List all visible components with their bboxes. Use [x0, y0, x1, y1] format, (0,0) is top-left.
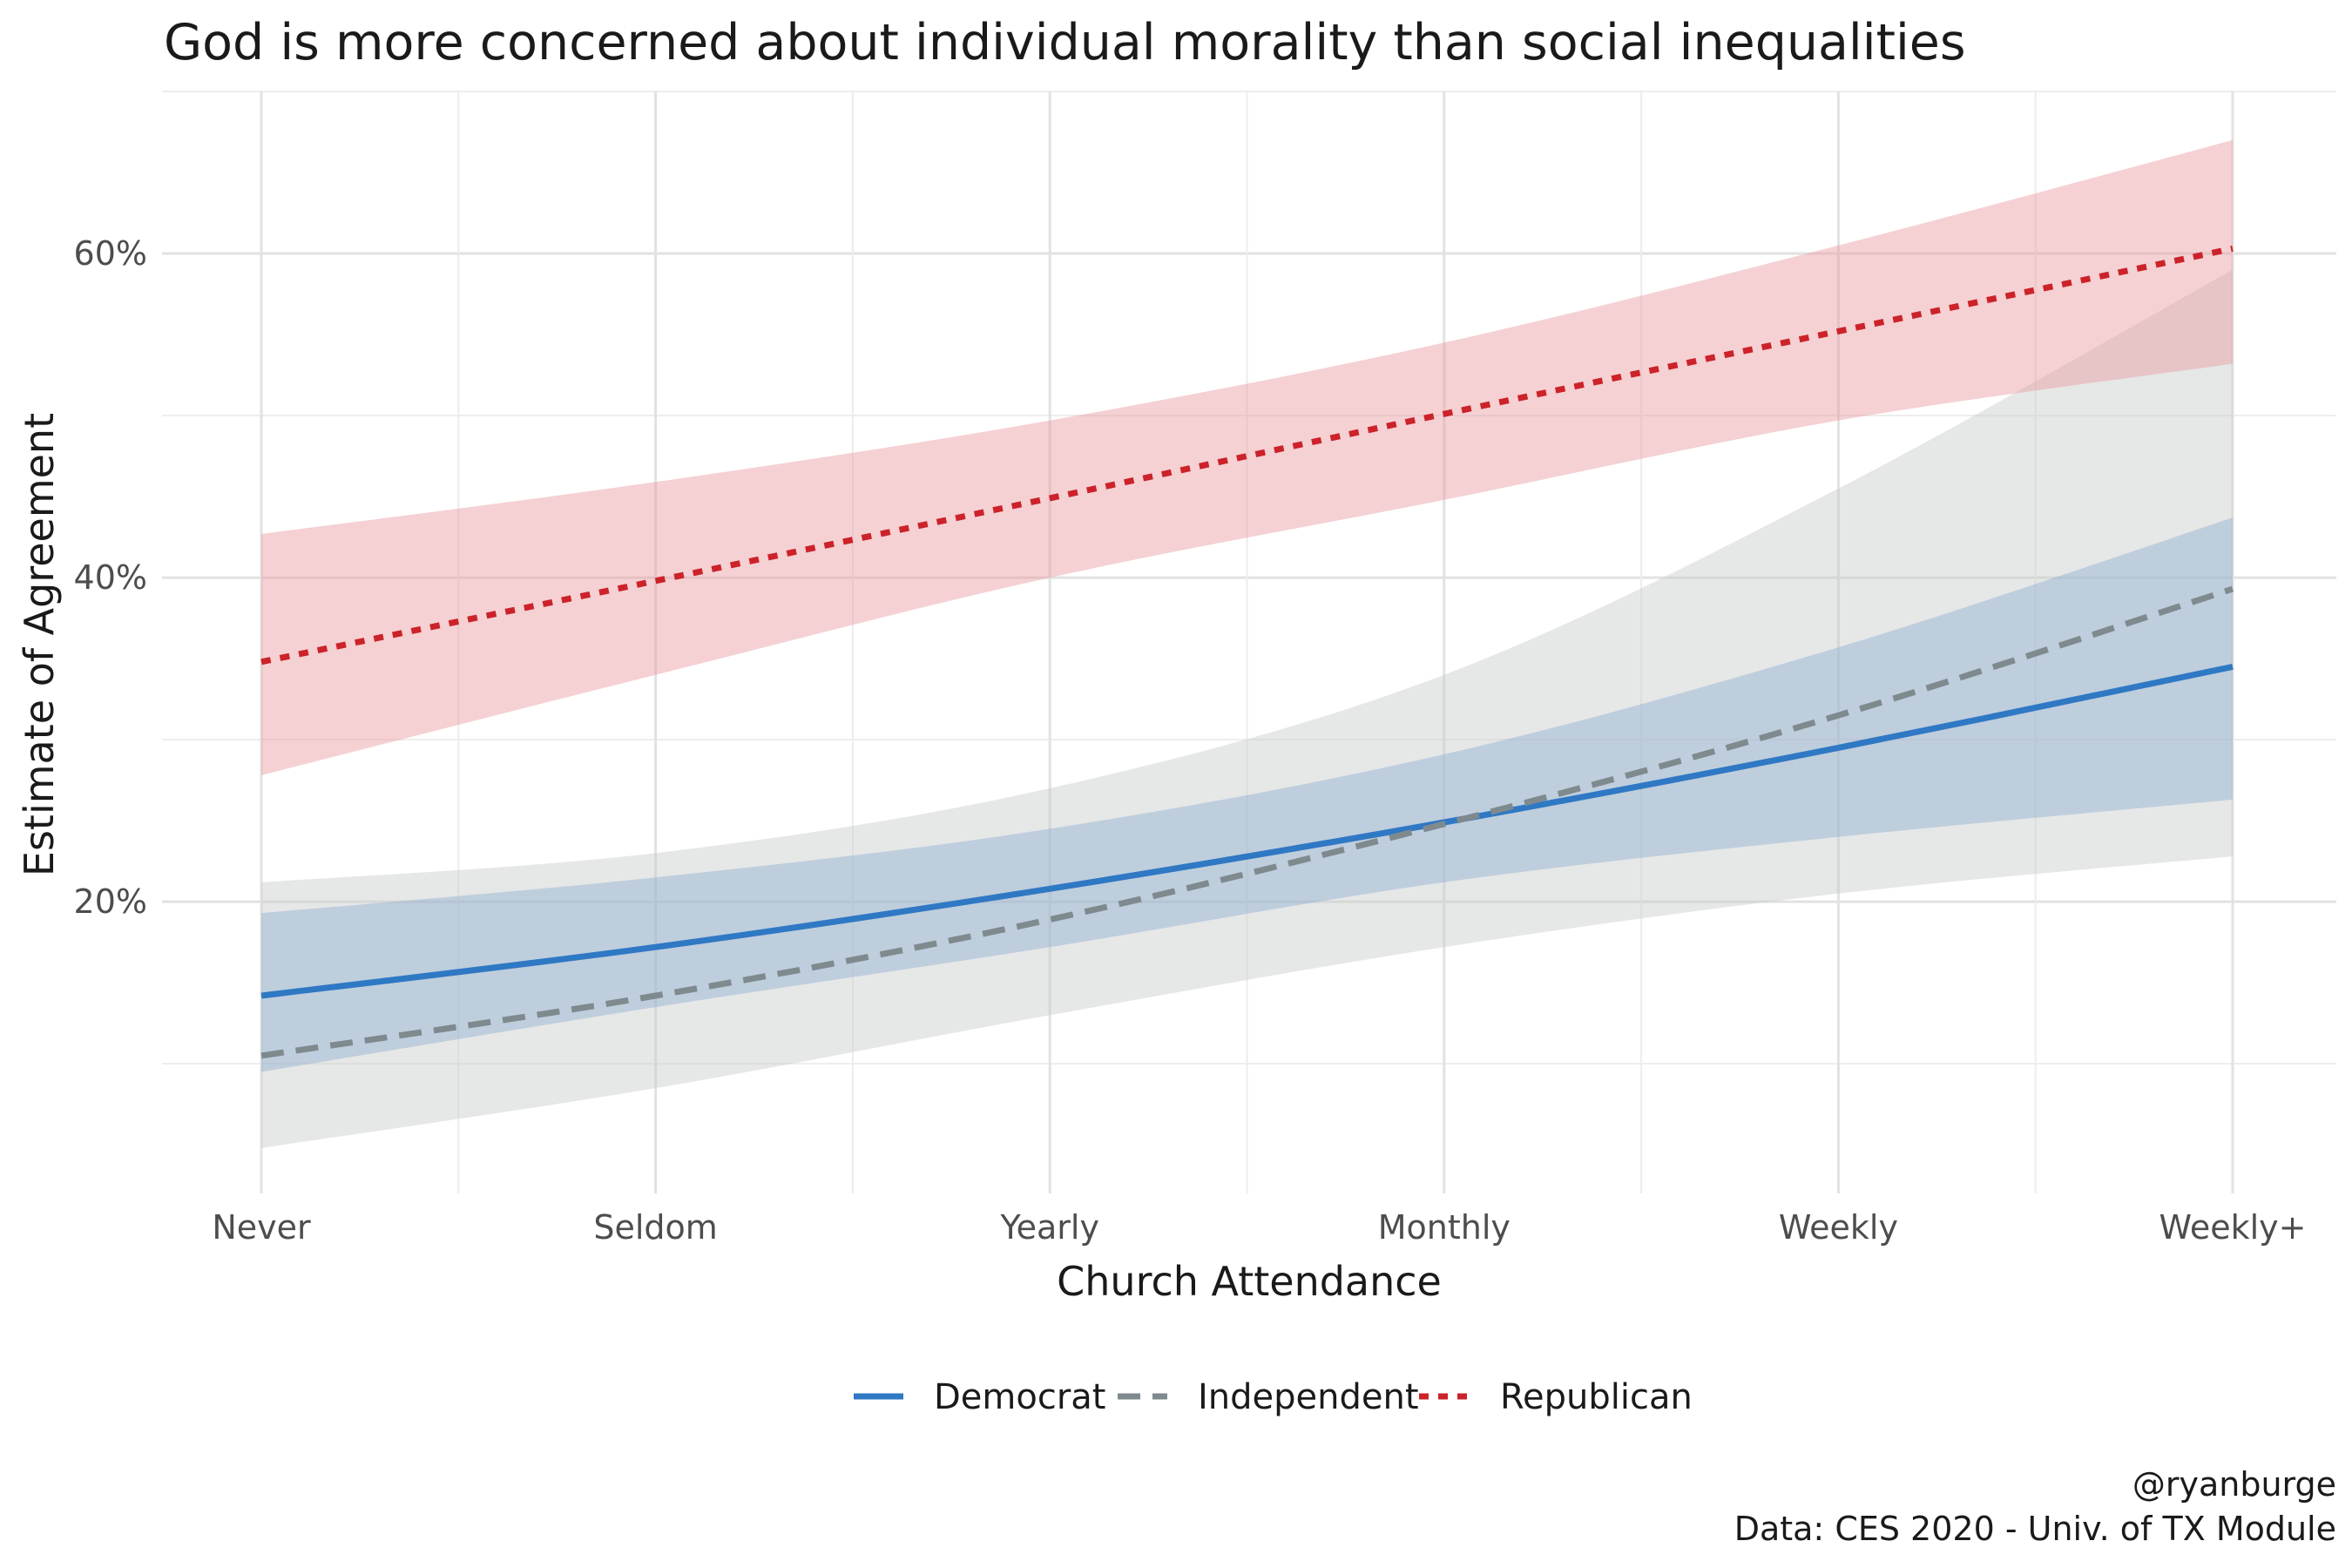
- x-tick-label: Seldom: [593, 1208, 717, 1247]
- x-tick-label: Yearly: [999, 1208, 1099, 1247]
- y-axis-title: Estimate of Agreement: [16, 413, 63, 876]
- x-axis-title: Church Attendance: [1057, 1258, 1442, 1305]
- caption-source: Data: CES 2020 - Univ. of TX Module: [1734, 1510, 2336, 1548]
- y-tick-label: 40%: [74, 558, 147, 597]
- y-tick-labels: 20% 40% 60%: [74, 234, 147, 921]
- x-tick-label: Weekly+: [2159, 1208, 2307, 1247]
- series-line-democrat: [260, 663, 2234, 999]
- x-tick-labels: Never Seldom Yearly Monthly Weekly Weekly+: [212, 1208, 2306, 1247]
- series-line-republican: [260, 245, 2234, 666]
- grid: [162, 91, 2336, 1193]
- legend-label-democrat: Democrat: [934, 1377, 1105, 1417]
- x-tick-label: Monthly: [1378, 1208, 1511, 1247]
- y-tick-label: 60%: [74, 234, 147, 273]
- series-line-independent: [260, 585, 2234, 1059]
- x-tick-label: Never: [212, 1208, 311, 1247]
- legend: Democrat Independent Republican: [854, 1377, 1693, 1417]
- chart-title: God is more concerned about individual m…: [164, 14, 1966, 71]
- series-lines: [260, 245, 2234, 1059]
- x-tick-label: Weekly: [1779, 1208, 1898, 1247]
- y-tick-label: 20%: [74, 882, 147, 921]
- caption-handle: @ryanburge: [2132, 1465, 2336, 1504]
- ci-band-republican: [261, 139, 2233, 776]
- legend-label-independent: Independent: [1198, 1377, 1419, 1417]
- ci-band-independent: [261, 269, 2233, 1148]
- legend-label-republican: Republican: [1500, 1377, 1693, 1417]
